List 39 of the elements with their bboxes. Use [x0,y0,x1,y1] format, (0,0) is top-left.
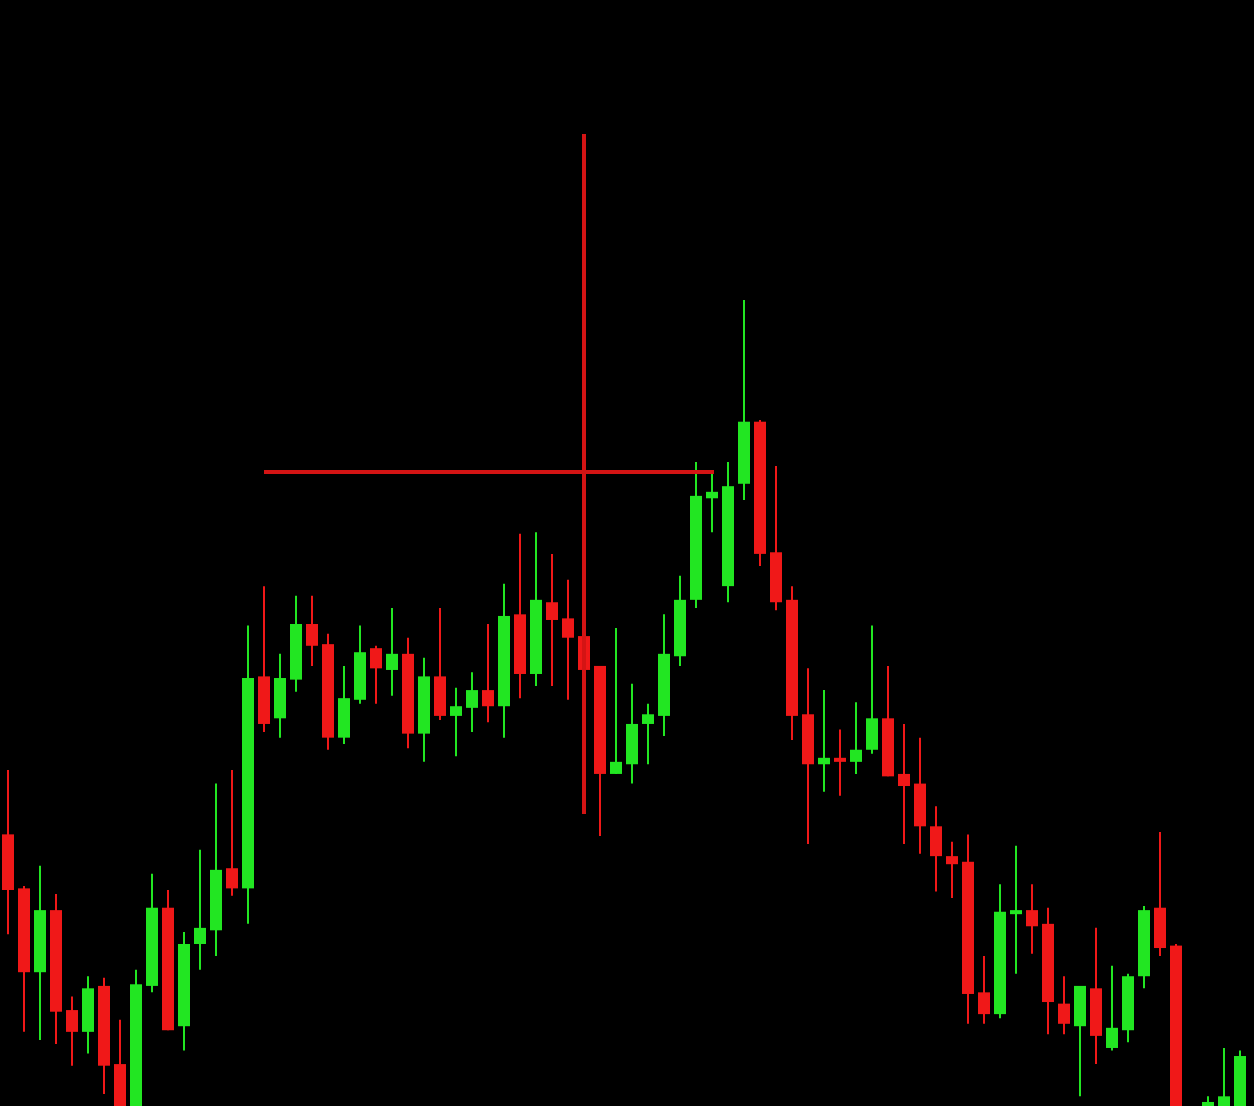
candlestick [434,606,446,721]
candlestick [338,664,350,746]
candlestick [1074,984,1086,1098]
candlestick [834,728,846,797]
candlestick [866,624,878,755]
candlestick [1058,975,1070,1036]
candlestick [818,689,830,793]
candlestick [370,644,382,705]
candlestick [66,995,78,1067]
candlestick [914,736,926,855]
candlestick [546,552,558,688]
candlestick [1026,883,1038,955]
candlestick [114,1018,126,1106]
candlestick [482,623,494,724]
candlestick [306,594,318,667]
candlestick [1154,830,1166,958]
candlestick [82,975,94,1055]
candlestick [610,627,622,775]
candlestick [706,473,718,534]
candlestick [466,671,478,734]
candlestick [930,805,942,893]
candlestick [1010,844,1022,975]
candlestick [1218,1046,1230,1106]
candlestick [194,848,206,971]
candlestick [642,702,654,766]
candlestick [450,686,462,758]
candlestick [850,701,862,775]
candlestick [626,682,638,785]
candlestick [274,652,286,739]
candlestick [258,585,270,734]
candlestick [946,840,958,900]
candlestick [898,722,910,846]
candlestick [226,768,238,897]
candlestick [386,606,398,697]
candlestick [354,624,366,705]
candlestick [1090,926,1102,1066]
candlestick [562,578,574,701]
candlestick [1106,964,1118,1052]
candlestick [978,955,990,1025]
